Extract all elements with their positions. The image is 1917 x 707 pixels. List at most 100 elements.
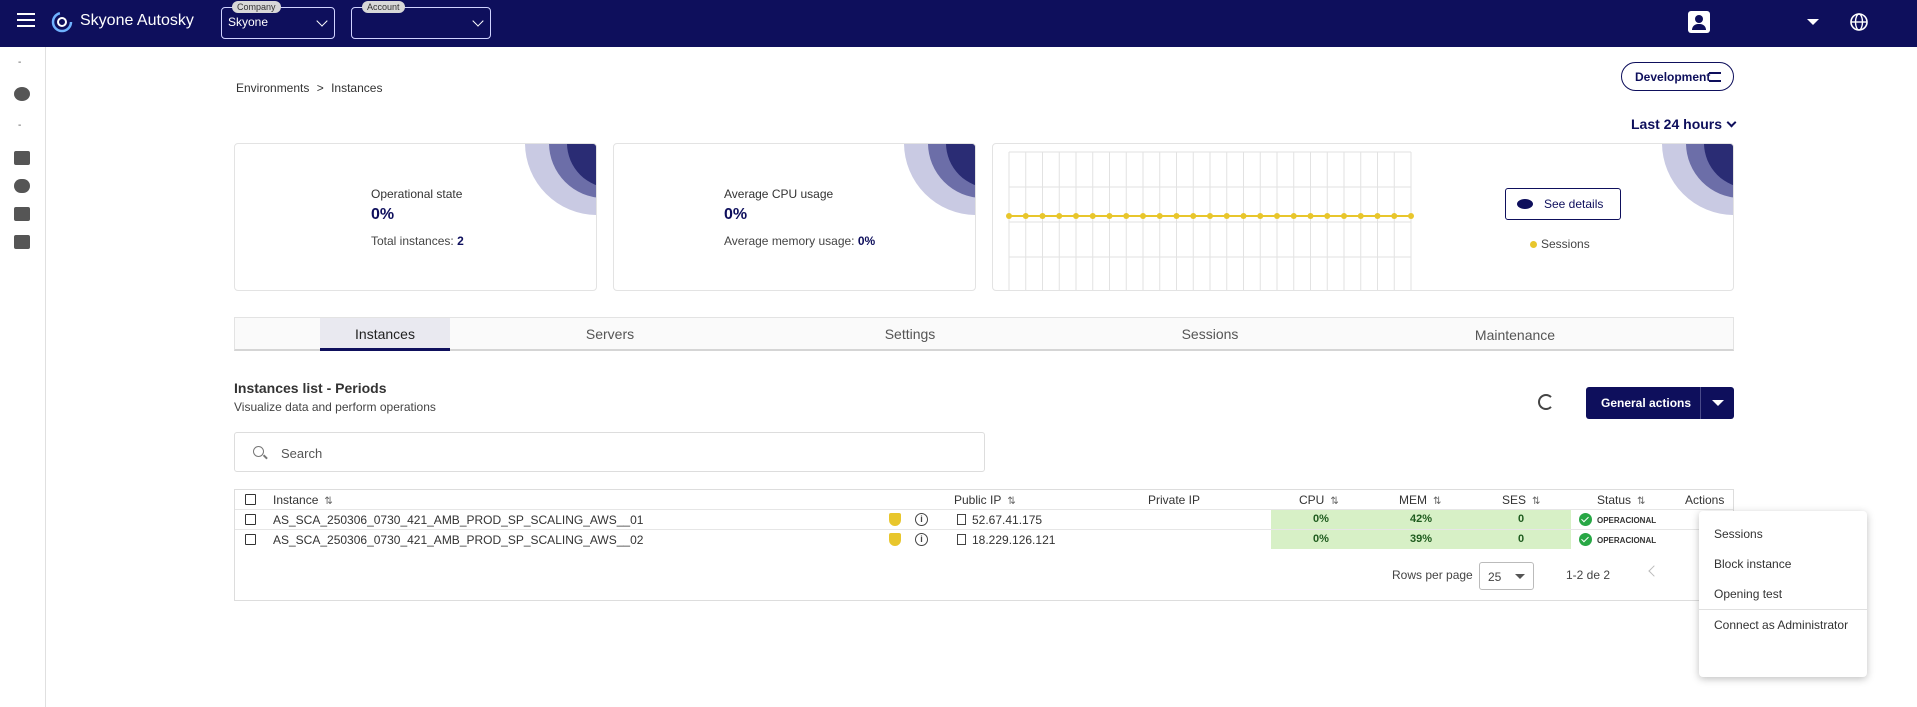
col-mem[interactable]: MEM ⇅ <box>1399 490 1441 509</box>
menu-item-block-instance[interactable]: Block instance <box>1714 557 1792 571</box>
legend-label: Sessions <box>1541 237 1590 251</box>
row-checkbox[interactable] <box>245 514 256 525</box>
memory-usage-value: 0% <box>857 234 876 248</box>
menu-item-sessions[interactable]: Sessions <box>1714 527 1763 541</box>
col-ses-label: SES <box>1502 493 1527 507</box>
tab-servers[interactable]: Servers <box>585 326 635 342</box>
col-ses[interactable]: SES ⇅ <box>1502 490 1540 509</box>
dashboard-icon[interactable] <box>14 87 30 101</box>
sessions-point <box>1022 213 1029 219</box>
col-public-ip[interactable]: Public IP ⇅ <box>954 490 1016 509</box>
row-checkbox[interactable] <box>245 534 256 545</box>
rows-per-page-label: Rows per page <box>1392 568 1473 582</box>
network-icon[interactable] <box>14 207 30 221</box>
sort-icon: ⇅ <box>1007 496 1016 507</box>
tab-instances[interactable]: Instances <box>320 318 450 351</box>
menu-icon[interactable] <box>17 13 35 27</box>
breadcrumb-parent[interactable]: Environments <box>236 81 310 95</box>
caret-down-icon <box>1515 574 1525 579</box>
sessions-chart <box>1006 151 1414 290</box>
info-icon[interactable]: i <box>915 533 928 546</box>
sessions-point <box>1290 213 1297 219</box>
copy-icon[interactable] <box>957 534 966 545</box>
user-menu-caret-icon[interactable] <box>1807 19 1819 25</box>
account-label: Account <box>362 1 405 13</box>
page-range: 1-2 de 2 <box>1566 568 1611 582</box>
cpu-usage-value: 0% <box>724 206 748 223</box>
mem-value: 42% <box>1371 510 1471 529</box>
sessions-point <box>1257 213 1264 219</box>
general-actions-label: General actions <box>1601 396 1692 410</box>
col-public-ip-label: Public IP <box>954 493 1002 507</box>
general-actions-button[interactable]: General actions <box>1586 387 1734 419</box>
instance-name: AS_SCA_250306_0730_421_AMB_PROD_SP_SCALI… <box>273 533 644 547</box>
col-instance-label: Instance <box>273 493 319 507</box>
environment-button[interactable]: Development <box>1621 62 1734 91</box>
top-bar: Skyone Autosky Company Skyone Account <box>0 0 1917 47</box>
sessions-point <box>1391 213 1398 219</box>
account-select[interactable]: Account <box>351 1 491 39</box>
company-select[interactable]: Company Skyone <box>221 1 335 39</box>
users-icon[interactable] <box>14 235 30 249</box>
copy-icon[interactable] <box>957 514 966 525</box>
table-row[interactable]: AS_SCA_250306_0730_421_AMB_PROD_SP_SCALI… <box>235 529 1733 549</box>
select-all-checkbox[interactable] <box>245 494 256 505</box>
operational-state-value: 0% <box>371 206 395 223</box>
globe-icon[interactable] <box>1849 12 1869 32</box>
shield-icon <box>889 513 901 526</box>
actions-menu: Sessions Block instance Opening test Con… <box>1699 511 1867 677</box>
col-instance[interactable]: Instance ⇅ <box>273 490 333 509</box>
rows-per-page-select[interactable]: 25 <box>1479 562 1534 590</box>
sessions-point <box>1056 213 1063 219</box>
operational-state-card: Operational state 0% Total instances: 2 <box>234 143 597 291</box>
tab-sessions[interactable]: Sessions <box>1181 326 1239 342</box>
info-icon[interactable]: i <box>915 513 928 526</box>
tune-icon <box>1709 72 1721 82</box>
skyone-logo-icon <box>51 11 73 33</box>
cloud-icon[interactable] <box>14 179 30 193</box>
sessions-point <box>1274 213 1280 219</box>
sessions-point <box>1190 213 1197 219</box>
chevron-down-icon <box>316 15 328 27</box>
cpu-value: 0% <box>1271 510 1371 529</box>
col-cpu[interactable]: CPU ⇅ <box>1299 490 1339 509</box>
breadcrumb-separator: > <box>316 81 324 95</box>
search-input[interactable] <box>281 443 971 463</box>
company-value: Skyone <box>228 15 269 29</box>
user-icon[interactable] <box>1688 11 1710 33</box>
status-badge: OPERACIONAL <box>1597 536 1657 545</box>
total-instances: Total instances: 2 <box>371 234 464 248</box>
refresh-icon[interactable] <box>1538 394 1554 410</box>
check-circle-icon <box>1579 533 1592 546</box>
sessions-point <box>1073 213 1079 219</box>
table-row[interactable]: AS_SCA_250306_0730_421_AMB_PROD_SP_SCALI… <box>235 509 1733 529</box>
col-status[interactable]: Status ⇅ <box>1597 490 1645 509</box>
col-status-label: Status <box>1597 493 1632 507</box>
card-decoration <box>904 144 975 215</box>
tab-maintenance[interactable]: Maintenance <box>1474 327 1556 343</box>
shield-icon <box>889 533 901 546</box>
ses-value: 0 <box>1471 530 1571 549</box>
general-actions-dropdown[interactable] <box>1700 387 1734 419</box>
card-decoration <box>1662 144 1733 215</box>
menu-item-connect-admin[interactable]: Connect as Administrator <box>1714 618 1849 632</box>
menu-item-opening-test[interactable]: Opening test <box>1714 587 1783 601</box>
tab-settings[interactable]: Settings <box>884 326 936 342</box>
sessions-card: See details Sessions <box>992 143 1734 291</box>
ses-value: 0 <box>1471 510 1571 529</box>
col-private-ip: Private IP <box>1148 493 1201 507</box>
see-details-button[interactable]: See details <box>1505 188 1621 220</box>
mem-value: 39% <box>1371 530 1471 549</box>
time-range-select[interactable]: Last 24 hours <box>1631 116 1737 132</box>
sessions-point <box>1173 213 1180 219</box>
sidebar-divider: - <box>18 120 22 131</box>
sessions-point <box>1240 213 1247 219</box>
search-box <box>234 432 985 472</box>
sessions-point <box>1089 213 1096 219</box>
sessions-point <box>1140 213 1146 219</box>
public-ip: 52.67.41.175 <box>972 513 1043 527</box>
sessions-legend: Sessions <box>1530 237 1590 251</box>
instance-name: AS_SCA_250306_0730_421_AMB_PROD_SP_SCALI… <box>273 513 644 527</box>
calendar-icon[interactable] <box>14 151 30 165</box>
breadcrumb-current: Instances <box>331 81 383 95</box>
